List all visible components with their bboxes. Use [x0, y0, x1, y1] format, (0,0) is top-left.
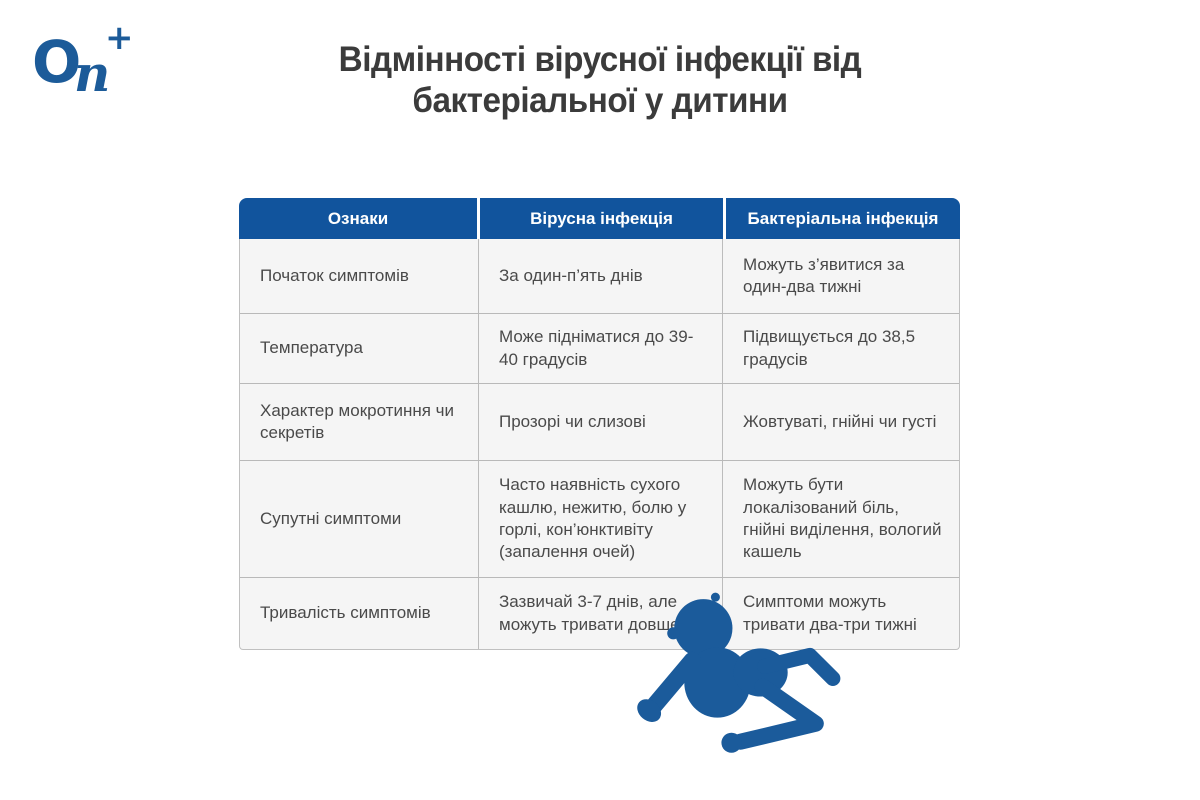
bacterial-cell: Жовтуваті, гнійні чи густі: [743, 411, 937, 431]
table-row: Температура Може підніматися до 39-40 гр…: [240, 314, 959, 384]
bacterial-cell: Можуть з’явитися за один-два тижні: [743, 254, 905, 296]
logo-letter-o: O: [32, 28, 81, 96]
viral-cell: За один-п’ять днів: [479, 239, 723, 313]
comparison-table: Ознаки Вірусна інфекція Бактеріальна інф…: [239, 198, 960, 650]
feature-cell: Початок симптомів: [240, 239, 479, 313]
page-title: Відмінності вірусної інфекції від бактер…: [30, 40, 1170, 122]
header-cell-viral: Вірусна інфекція: [480, 198, 723, 239]
table-row: Початок симптомів За один-п’ять днів Мож…: [240, 239, 959, 314]
feature-cell: Супутні симптоми: [240, 461, 479, 577]
bacterial-cell: Підвищується до 38,5 градусів: [743, 327, 916, 369]
table-row: Супутні симптоми Часто наявність сухого …: [240, 461, 959, 578]
viral-cell: Прозорі чи слизові: [479, 384, 723, 460]
crawling-baby-icon: [637, 592, 841, 753]
header-cell-features: Ознаки: [239, 198, 477, 239]
table-body: Початок симптомів За один-п’ять днів Мож…: [239, 239, 960, 650]
header-cell-bacterial: Бактеріальна інфекція: [726, 198, 960, 239]
feature-cell: Тривалість симптомів: [240, 578, 479, 649]
viral-cell: Часто наявність сухого кашлю, нежитю, бо…: [479, 461, 723, 577]
bacterial-cell: Симптоми можуть тривати два-три тижні: [743, 592, 917, 634]
feature-cell: Характер мокротиння чи секретів: [240, 384, 479, 460]
on-plus-logo: O n +: [30, 18, 134, 107]
table-row: Тривалість симптомів Зазвичай 3-7 днів, …: [240, 578, 959, 649]
bacterial-cell: Можуть бути локалізований біль, гнійні в…: [743, 475, 942, 562]
viral-cell: Може підніматися до 39-40 градусів: [479, 314, 723, 383]
table-header-row: Ознаки Вірусна інфекція Бактеріальна інф…: [239, 198, 960, 239]
viral-cell: Зазвичай 3-7 днів, але можуть тривати до…: [479, 578, 723, 649]
table-row: Характер мокротиння чи секретів Прозорі …: [240, 384, 959, 461]
logo-letter-n: n: [74, 44, 111, 103]
logo-plus-icon: +: [105, 18, 134, 58]
feature-cell: Температура: [240, 314, 479, 383]
page-title-line1: Відмінності вірусної інфекції від: [338, 40, 862, 79]
page-title-line2: бактеріальної у дитини: [412, 80, 788, 120]
